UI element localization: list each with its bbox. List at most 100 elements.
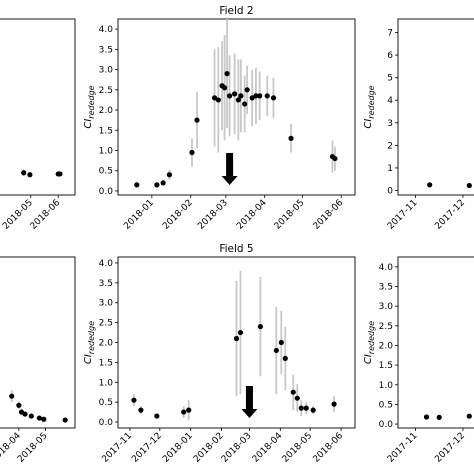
data-point [57,171,63,177]
data-point [28,413,34,419]
y-tick-label: 2.0 [99,106,114,116]
data-point [189,149,195,156]
data-point [138,407,144,413]
chart-title: Field 5 [219,243,253,255]
data-point [253,93,259,99]
y-tick-label: 3 [387,119,393,129]
data-point [22,411,28,417]
y-tick-label: 4.0 [99,25,114,35]
y-tick-label: 4 [387,96,393,106]
data-point [36,415,42,421]
y-tick-label: 1.0 [99,146,114,156]
y-tick-label: 0.5 [379,400,393,410]
y-axis-label: CIrededge [83,85,96,128]
data-point [273,347,279,354]
y-tick-label: 1 [387,164,393,174]
data-point [278,339,284,346]
x-tick-label: 2017-12 [433,431,467,465]
y-tick-label: 2 [387,141,393,151]
data-point [27,172,33,178]
x-tick-label: 2018-05 [273,198,307,232]
data-point [41,416,47,422]
y-axis-label: CIrededge [363,85,376,128]
event-arrow-icon [221,153,238,185]
x-tick-label: 2017-12 [130,431,164,465]
data-point [244,87,250,93]
axes-frame [0,256,76,429]
y-tick-label: 3.5 [99,279,113,289]
y-tick-label: 1.5 [379,361,393,371]
chart-title: Field 2 [219,5,253,17]
y-axis-label: CIrededge [83,321,96,364]
data-point [235,97,241,103]
y-tick-label: 0.5 [99,167,113,177]
y-tick-label: 5 [387,74,393,84]
data-point [427,182,433,188]
data-point [154,182,160,188]
y-tick-label: 1.0 [379,381,394,391]
data-point [294,395,300,401]
y-tick-label: 4.0 [99,259,114,269]
y-tick-label: 3.0 [99,66,114,76]
y-tick-label: 2.0 [379,341,394,351]
data-point [466,182,472,189]
data-point [221,85,228,91]
x-tick-label: 2018-01 [161,431,195,465]
axes-frame [0,18,76,196]
y-tick-label: 3.5 [99,45,113,55]
p-top-right-panel: 0 1 2 3 4 5 6 7 CIrededge 2017-11 2017-12 [363,18,474,232]
x-tick-label: 2018-05 [281,431,315,465]
data-point [238,93,244,99]
y-tick-label: 2.0 [99,339,114,349]
data-point [264,93,270,99]
y-axis-label: CIrededge [363,321,376,364]
x-tick-label: 2017-11 [386,198,420,232]
data-point [303,405,309,411]
x-tick-label: 2017-11 [386,431,420,465]
y-tick-label: 2.5 [99,86,113,96]
data-point [233,335,240,342]
data-point [21,170,27,176]
x-tick-label: 2017-12 [433,198,467,232]
x-tick-label: 2018-01 [122,198,156,232]
data-point [16,402,22,408]
data-point [215,97,221,103]
y-tick-label: 1.0 [99,378,114,388]
data-point [282,355,288,362]
y-tick-label: 1.5 [99,358,113,368]
data-point [331,401,337,407]
x-tick-label: 2018-04 [251,431,285,465]
x-tick-label: 2018-03 [220,431,254,465]
data-point [436,414,442,420]
x-tick-label: 2018-06 [29,198,63,232]
x-tick-label: 2018-04 [235,198,269,232]
data-point [257,323,263,330]
x-tick-label: 2018-02 [161,198,195,232]
y-tick-label: 3.0 [379,302,394,312]
data-point [257,93,263,99]
y-tick-label: 3.0 [99,299,114,309]
data-point [290,389,296,395]
data-point [194,117,200,123]
data-point [160,180,166,186]
data-point [154,413,160,419]
p-bottom-right-panel: 0.0 0.5 1.0 1.5 2.0 2.5 3.0 3.5 4.0 CIrededge 2017… [363,256,474,465]
p-field-2-panel: Field 2 0.0 0.5 1.0 1.5 2.0 2.5 3.0 3.5 4.0 CIrede… [83,5,356,232]
axes-frame [117,18,356,196]
data-point [288,135,294,141]
y-tick-label: 3.5 [379,282,393,292]
y-tick-label: 0 [387,186,393,196]
data-point [181,409,187,415]
y-tick-label: 0.0 [99,187,114,197]
data-point [186,407,192,413]
data-point [224,71,230,77]
p-field-5-panel: Field 5 0.0 0.5 1.0 1.5 2.0 2.5 3.0 3.5 4.0 CIrede… [83,243,356,465]
x-tick-label: 2018-05 [16,431,50,465]
data-point [232,91,238,97]
data-point [332,155,338,162]
y-tick-label: 2.5 [379,322,393,332]
y-tick-label: 4.0 [379,263,394,273]
